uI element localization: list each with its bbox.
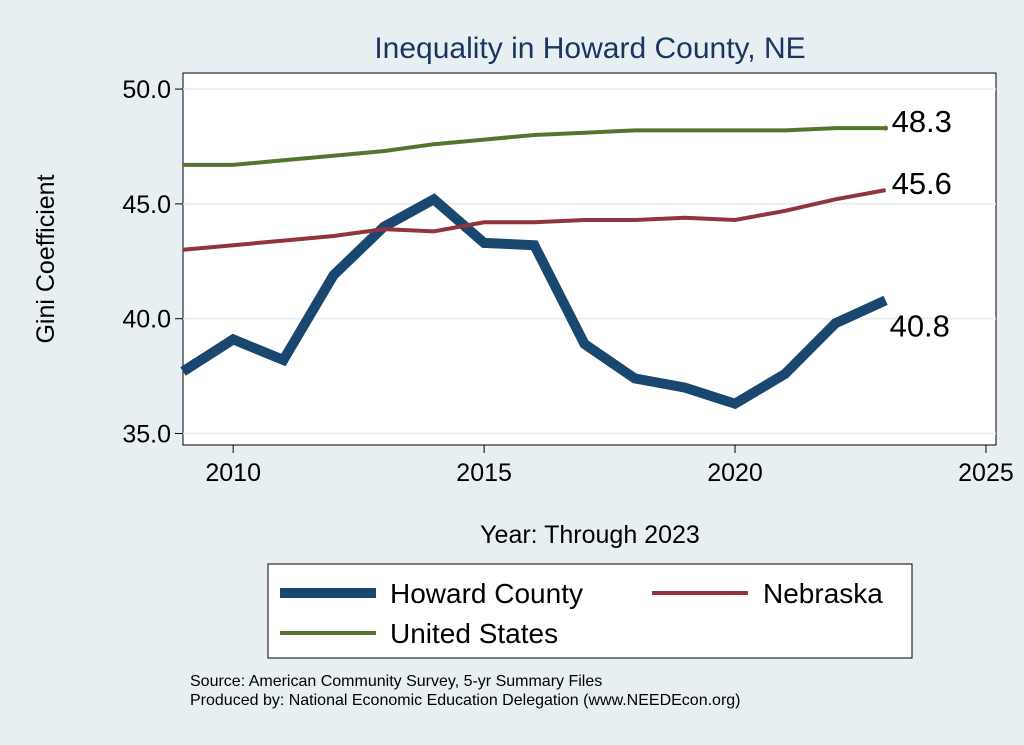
plot-area xyxy=(182,72,997,446)
producer-line: Produced by: National Economic Education… xyxy=(190,692,741,709)
y-tick-label: 40.0 xyxy=(122,306,171,334)
x-tick-label: 2020 xyxy=(707,459,763,487)
end-labels: 40.8 45.6 48.3 xyxy=(890,104,952,343)
series-end-marker xyxy=(883,125,889,131)
end-label-united-states: 48.3 xyxy=(892,104,952,139)
legend-box xyxy=(267,563,913,659)
gridlines xyxy=(183,88,996,435)
x-tick-label: 2010 xyxy=(205,459,261,487)
legend: Howard County Nebraska United States xyxy=(267,563,913,659)
x-axis: 2010 2015 2020 2025 xyxy=(205,445,1014,487)
source-note: Source: American Community Survey, 5-yr … xyxy=(190,672,741,710)
source-line: Source: American Community Survey, 5-yr … xyxy=(190,673,603,690)
legend-label: Howard County xyxy=(390,578,583,609)
end-label-howard-county: 40.8 xyxy=(890,308,950,343)
y-axis-label: Gini Coefficient xyxy=(32,174,60,343)
y-axis: 35.0 40.0 45.0 50.0 xyxy=(122,76,183,449)
x-tick-label: 2015 xyxy=(456,459,512,487)
y-tick-label: 50.0 xyxy=(122,76,171,104)
y-tick-label: 35.0 xyxy=(122,421,171,449)
chart-title: Inequality in Howard County, NE xyxy=(374,32,805,65)
x-tick-label: 2025 xyxy=(958,459,1014,487)
series-line-united-states xyxy=(183,126,886,167)
legend-label: Nebraska xyxy=(763,578,883,609)
y-tick-label: 45.0 xyxy=(122,191,171,219)
legend-label: United States xyxy=(390,618,558,649)
end-label-nebraska: 45.6 xyxy=(892,166,952,201)
series-line-nebraska xyxy=(182,188,886,252)
series-line-howard-county xyxy=(180,193,888,410)
x-axis-label: Year: Through 2023 xyxy=(480,521,700,549)
series-lines xyxy=(180,125,889,410)
